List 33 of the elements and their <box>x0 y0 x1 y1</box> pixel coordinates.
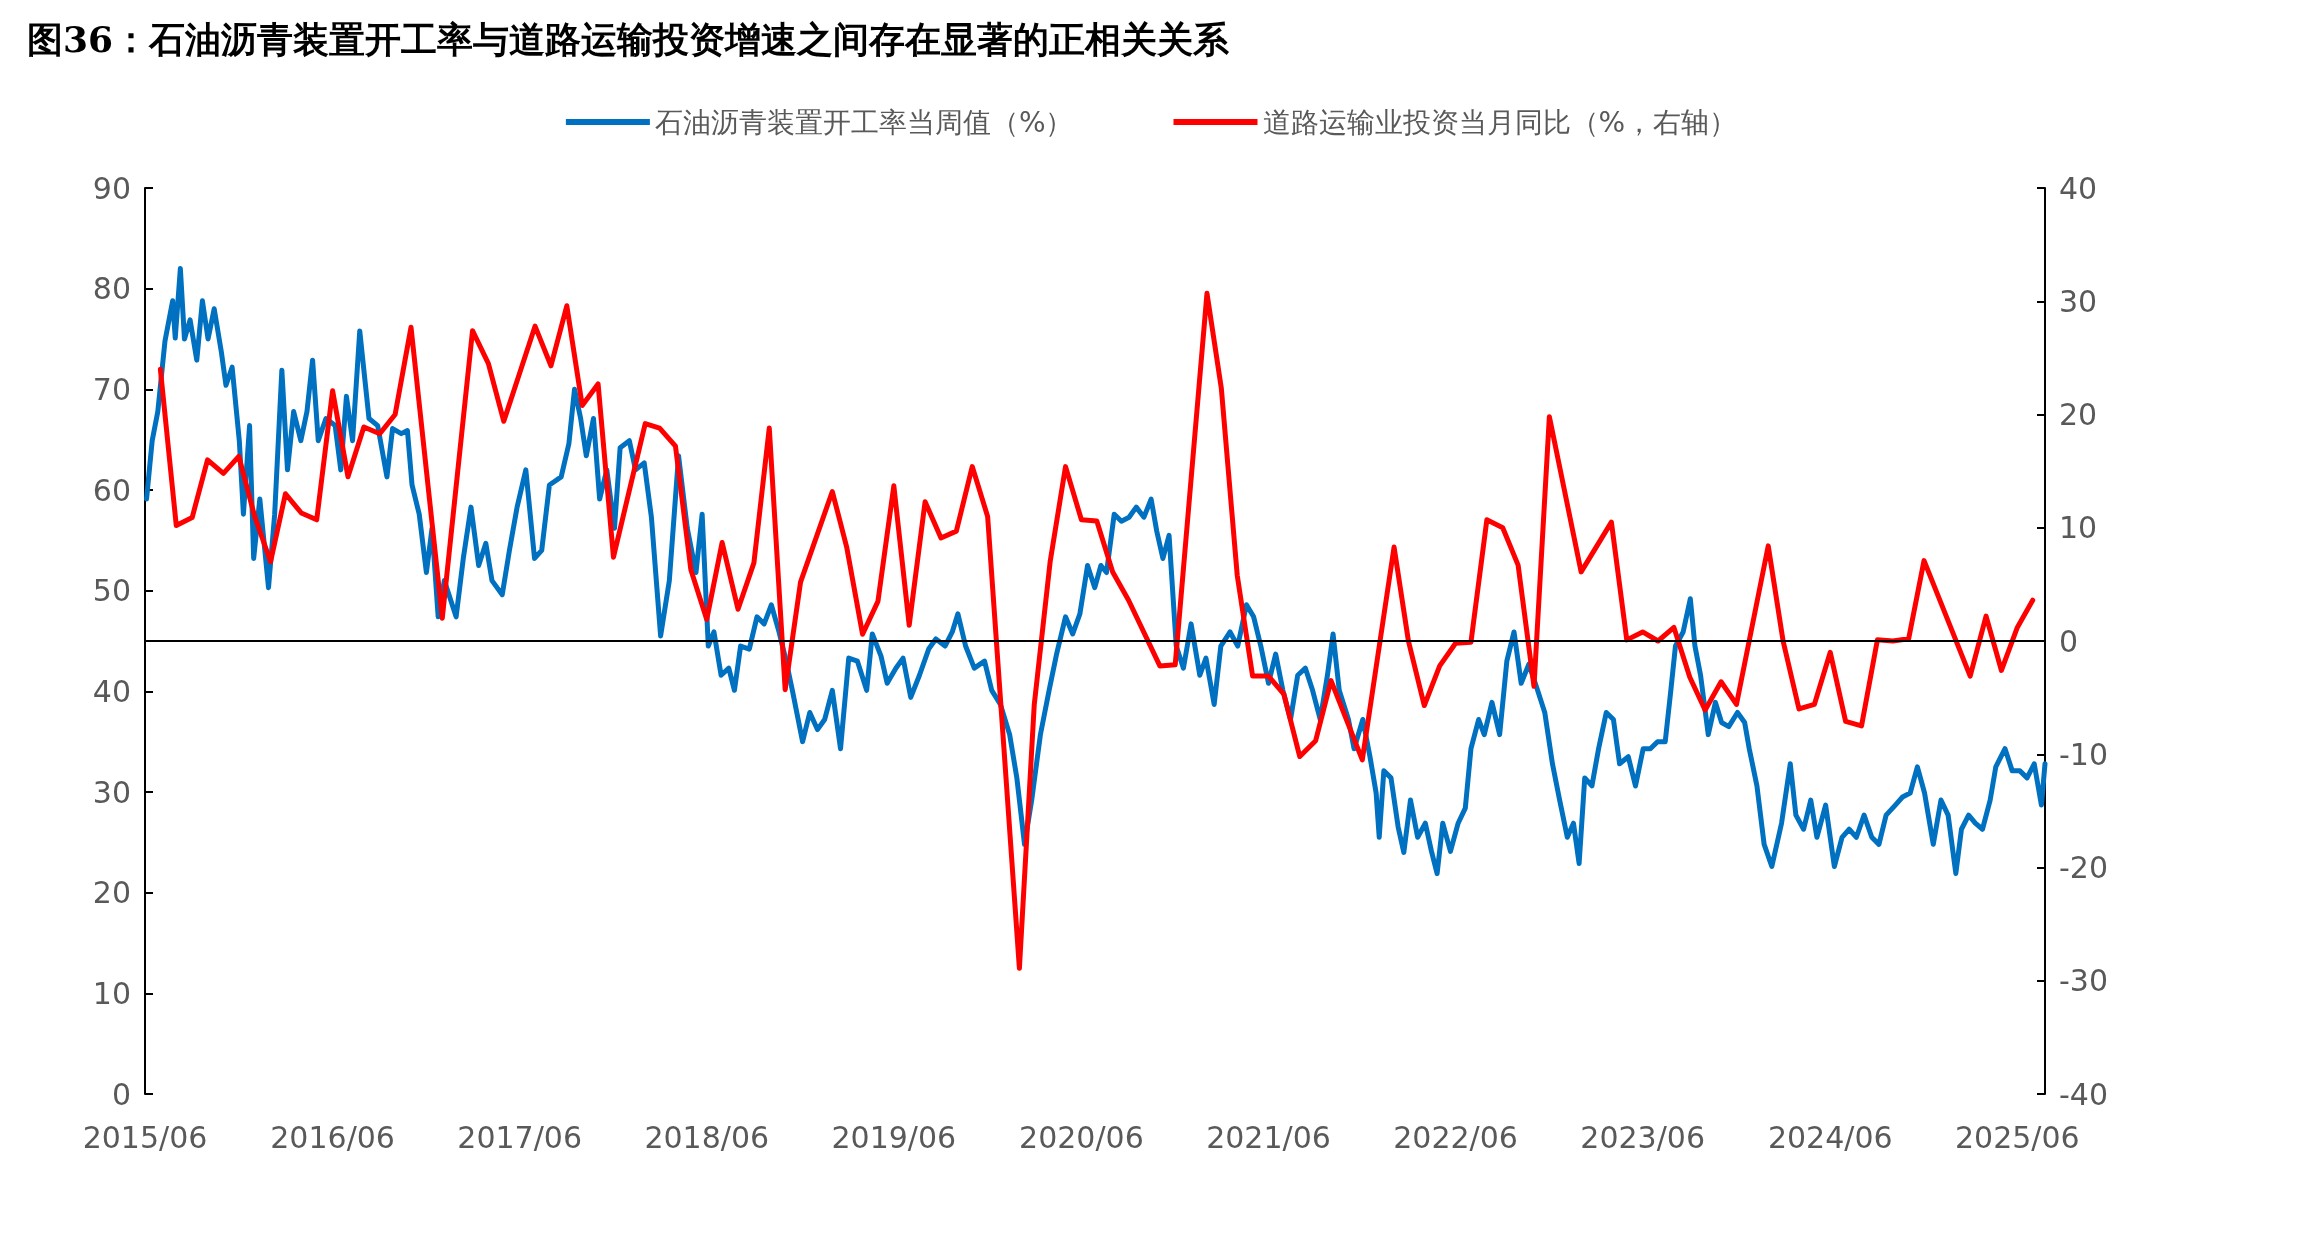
y2-tick-label: -10 <box>2059 736 2108 772</box>
x-tick-label: 2021/06 <box>1206 1119 1331 1155</box>
x-tick-label: 2020/06 <box>1019 1119 1144 1155</box>
y-tick-label: 40 <box>92 673 131 709</box>
chart-title: 图36：石油沥青装置开工率与道路运输投资增速之间存在显著的正相关关系 <box>27 18 1231 60</box>
y-tick-label: 80 <box>92 271 131 307</box>
y2-tick-label: 10 <box>2059 510 2098 546</box>
y2-tick-label: 20 <box>2059 397 2098 432</box>
y2-tick-label: -30 <box>2059 963 2108 999</box>
x-tick-label: 2016/06 <box>270 1119 395 1155</box>
y2-tick-label: -40 <box>2059 1076 2108 1112</box>
y-tick-label: 50 <box>92 573 131 609</box>
y2-tick-label: -20 <box>2059 850 2108 885</box>
x-tick-label: 2015/06 <box>82 1119 208 1155</box>
x-tick-label: 2025/06 <box>1955 1119 2080 1155</box>
y2-tick-label: 40 <box>2059 170 2098 206</box>
x-tick-label: 2023/06 <box>1580 1119 1705 1155</box>
x-tick-label: 2024/06 <box>1767 1119 1893 1155</box>
y2-tick-label: 0 <box>2059 623 2079 659</box>
legend-label: 石油沥青装置开工率当周值（%） <box>654 105 1074 139</box>
x-tick-label: 2018/06 <box>644 1119 770 1155</box>
y-tick-label: 0 <box>111 1076 131 1112</box>
legend-label: 道路运输业投资当月同比（%，右轴） <box>1262 105 1738 139</box>
x-tick-label: 2017/06 <box>457 1119 582 1155</box>
x-tick-label: 2022/06 <box>1393 1119 1518 1155</box>
y2-tick-label: 30 <box>2059 283 2098 319</box>
y-tick-label: 10 <box>92 975 131 1011</box>
y-tick-label: 60 <box>92 472 131 508</box>
y-tick-label: 30 <box>92 774 131 810</box>
y-tick-label: 70 <box>92 371 131 407</box>
y-tick-label: 90 <box>92 170 131 206</box>
y-tick-label: 20 <box>92 875 131 911</box>
x-tick-label: 2019/06 <box>831 1119 957 1155</box>
